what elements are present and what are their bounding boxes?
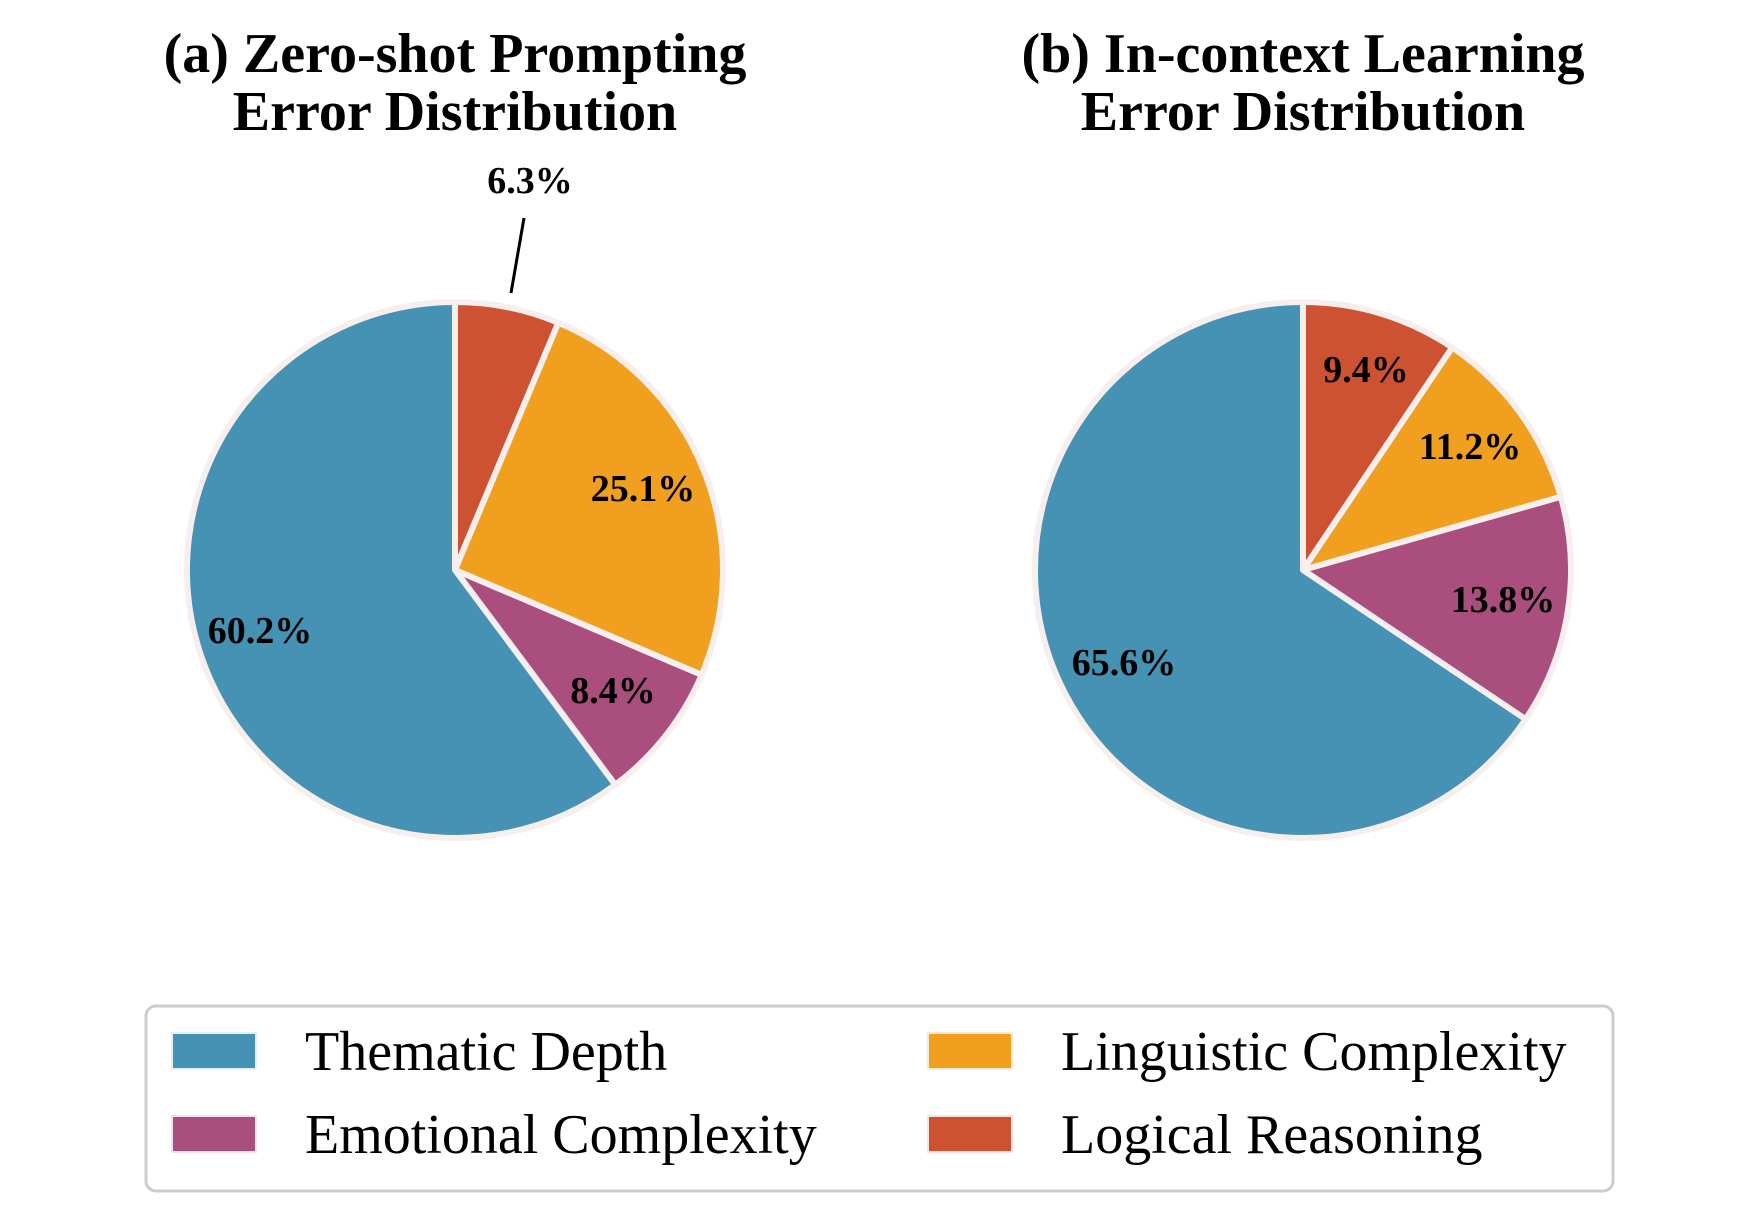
chart-title-a-line2: Error Distribution — [233, 81, 677, 143]
legend-swatch-thematic-depth — [171, 1032, 257, 1070]
legend-swatch-emotional-complexity — [171, 1115, 257, 1153]
slice-label-b-logical-reasoning: 9.4% — [1323, 349, 1409, 391]
chart-title-b-line2: Error Distribution — [1081, 81, 1525, 143]
slice-label-a-linguistic-complexity: 25.1% — [591, 468, 696, 510]
slice-label-b-linguistic-complexity: 11.2% — [1419, 426, 1521, 468]
legend-label-logical-reasoning: Logical Reasoning — [1061, 1104, 1482, 1166]
legend-label-emotional-complexity: Emotional Complexity — [305, 1104, 817, 1166]
pie-slice-b-emotional-complexity — [1300, 493, 1574, 723]
pie-a-slices — [184, 299, 726, 841]
pie-slice-b-thematic-depth — [1032, 299, 1529, 841]
pie-slice-a-thematic-depth — [184, 299, 619, 841]
slice-label-b-emotional-complexity: 13.8% — [1451, 579, 1556, 621]
chart-title-a-line1: (a) Zero-shot Prompting — [164, 23, 747, 85]
chart-title-b-line1: (b) In-context Learning — [1021, 23, 1584, 85]
legend-swatch-linguistic-complexity — [927, 1032, 1013, 1070]
label-leader-line-a — [509, 217, 526, 294]
pie-chart-zero-shot: (a) Zero-shot Prompting Error Distributi… — [164, 23, 747, 841]
legend-frame — [144, 1004, 1615, 1193]
legend-swatch-logical-reasoning — [927, 1115, 1013, 1153]
pie-b-slices — [1032, 299, 1574, 841]
slice-label-a-logical-reasoning: 6.3% — [487, 160, 573, 202]
legend-label-linguistic-complexity: Linguistic Complexity — [1061, 1021, 1567, 1083]
slice-label-a-emotional-complexity: 8.4% — [570, 670, 656, 712]
slice-label-a-thematic-depth: 60.2% — [208, 610, 313, 652]
pie-slice-b-logical-reasoning — [1300, 299, 1456, 573]
legend-label-thematic-depth: Thematic Depth — [305, 1021, 667, 1083]
pie-slice-a-emotional-complexity — [452, 567, 705, 788]
pie-chart-in-context: (b) In-context Learning Error Distributi… — [1021, 23, 1585, 841]
pie-slice-a-linguistic-complexity — [452, 319, 726, 678]
legend: Thematic Depth Linguistic Complexity Emo… — [144, 1004, 1615, 1193]
slice-label-b-thematic-depth: 65.6% — [1072, 642, 1177, 684]
